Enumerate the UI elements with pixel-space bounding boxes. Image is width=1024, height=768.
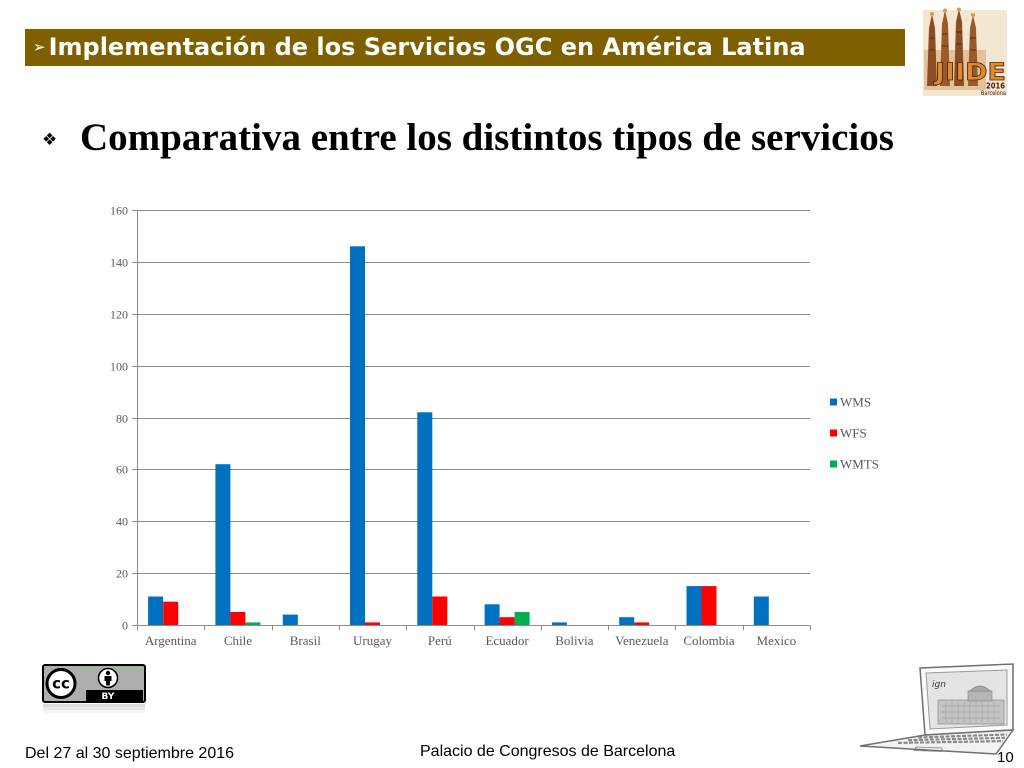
- bar-wfs-venezuela: [634, 622, 650, 625]
- bar-wms-mexico: [753, 596, 769, 625]
- y-tick-label-100: 100: [110, 360, 128, 374]
- logo-year: 2016: [986, 82, 1005, 91]
- building-picture: [937, 685, 1005, 725]
- laptop-icon: ign: [859, 663, 1015, 755]
- legend-item-wfs: WFS: [830, 426, 867, 441]
- legend-label-wmts: WMTS: [840, 457, 879, 472]
- legend-swatch-wms: [830, 398, 837, 406]
- title-banner: ➢ Implementación de los Servicios OGC en…: [25, 29, 905, 66]
- touchpad: [913, 746, 943, 752]
- arrow-bullet-icon: ➢: [33, 38, 46, 56]
- bar-wfs-argentina: [163, 601, 179, 625]
- y-tick-label-20: 20: [116, 567, 128, 581]
- y-tick-label-60: 60: [116, 463, 128, 477]
- x-tick-label-colombia: Colombia: [683, 633, 735, 648]
- sagrada-familia-spires-icon: [924, 7, 986, 90]
- keyboard-keys: [897, 733, 1008, 744]
- chart-canvas: 0 20 40 60 80 100 120 140 160 Argentina Chile Brasi…: [110, 204, 879, 649]
- y-tick-label-140: 140: [110, 256, 128, 270]
- ign-logo-text: ign: [932, 680, 946, 690]
- bar-wmts-ecuador: [514, 612, 530, 625]
- bar-wms-brasil: [282, 614, 298, 625]
- page-number: 10: [997, 749, 1014, 766]
- x-tick-label-peru: Perú: [428, 633, 452, 648]
- by-label: BY: [102, 692, 115, 702]
- jiide-2016-logo: JIIDE 2016 Barcelona: [923, 7, 1007, 97]
- legend: WMS WFS WMTS: [830, 395, 879, 472]
- bar-wfs-urugay: [365, 622, 380, 625]
- y-tick-label-40: 40: [116, 515, 128, 529]
- y-tick-label-0: 0: [122, 619, 128, 633]
- bar-wms-argentina: [148, 596, 164, 625]
- person-icon: [97, 667, 119, 689]
- diamond-bullet-icon: ❖: [42, 130, 58, 150]
- y-tick-label-80: 80: [116, 412, 128, 426]
- legend-item-wms: WMS: [830, 395, 871, 410]
- bar-chart: 0 20 40 60 80 100 120 140 160 Argentina Chile Brasi…: [90, 195, 910, 660]
- legend-swatch-wfs: [830, 429, 837, 437]
- logo-city: Barcelona: [981, 90, 1006, 97]
- bar-wms-colombia: [686, 586, 702, 625]
- bar-wfs-ecuador: [499, 617, 515, 625]
- bar-wms-venezuela: [619, 617, 635, 625]
- bar-wfs-peru: [432, 596, 448, 625]
- bar-wms-urugay: [350, 246, 365, 626]
- bar-wfs-chile: [230, 612, 246, 625]
- logo-name: JIIDE: [933, 58, 1006, 86]
- cc-logo-text: cc: [52, 675, 70, 693]
- bar-wms-peru: [417, 412, 433, 625]
- legend-label-wfs: WFS: [840, 426, 867, 441]
- bar-wms-bolivia: [551, 622, 567, 625]
- footer-dates: Del 27 al 30 septiembre 2016: [25, 745, 235, 762]
- x-tick-label-chile: Chile: [224, 633, 252, 648]
- cc-by-license-icon: cc BY: [42, 664, 146, 713]
- bar-wfs-colombia: [701, 586, 717, 625]
- x-tick-label-bolivia: Bolivia: [555, 633, 594, 648]
- bar-wms-chile: [215, 464, 231, 625]
- x-tick-label-mexico: Mexico: [757, 633, 797, 648]
- legend-label-wms: WMS: [840, 395, 871, 410]
- gridlines: [137, 210, 810, 574]
- x-tick-label-venezuela: Venezuela: [615, 633, 669, 648]
- x-tick-label-ecuador: Ecuador: [485, 633, 529, 648]
- legend-swatch-wmts: [830, 460, 837, 468]
- slide-heading: Comparativa entre los distintos tipos de…: [80, 116, 894, 159]
- tick-labels: 0 20 40 60 80 100 120 140 160 Argentina Chile Brasi…: [110, 204, 796, 649]
- bar-wmts-chile: [245, 622, 261, 625]
- y-tick-label-120: 120: [110, 308, 128, 322]
- legend-item-wmts: WMTS: [830, 457, 879, 472]
- footer-venue: Palacio de Congresos de Barcelona: [420, 743, 676, 760]
- x-tick-label-argentina: Argentina: [145, 633, 197, 648]
- bars: [148, 246, 769, 626]
- y-tick-label-160: 160: [110, 204, 128, 218]
- x-tick-label-urugay: Urugay: [353, 633, 392, 648]
- bar-wms-ecuador: [484, 604, 500, 626]
- x-tick-label-brasil: Brasil: [290, 633, 321, 648]
- banner-title: Implementación de los Servicios OGC en A…: [48, 33, 806, 61]
- axes: [132, 210, 811, 631]
